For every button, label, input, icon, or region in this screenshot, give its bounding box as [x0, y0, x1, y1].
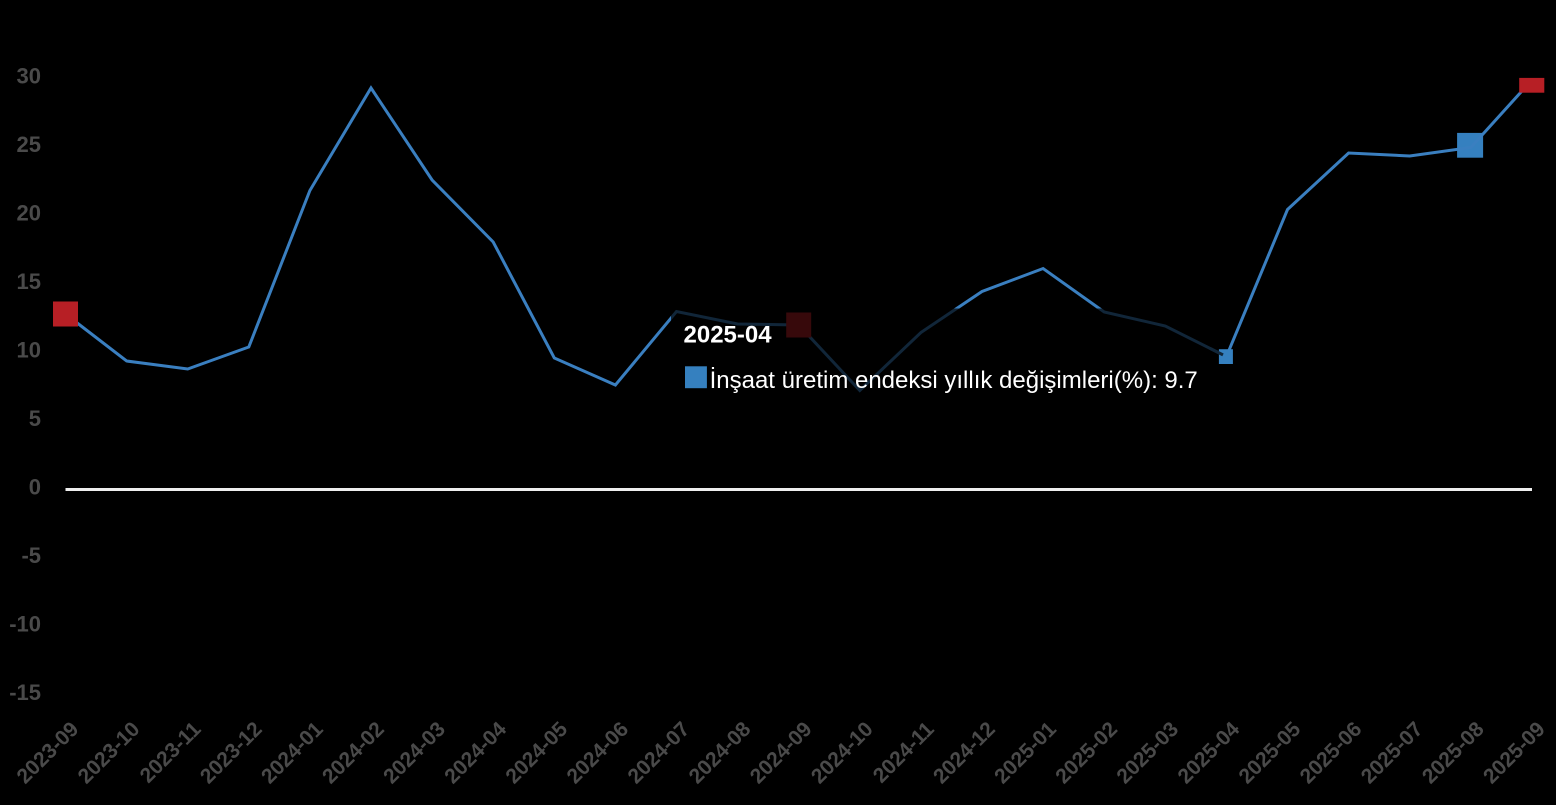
svg-text:-5: -5 [21, 543, 41, 568]
svg-text:20: 20 [17, 200, 41, 225]
svg-text:2025-04: 2025-04 [684, 321, 773, 348]
svg-text:30: 30 [17, 63, 41, 88]
svg-text:-15: -15 [9, 680, 41, 705]
svg-text:10: 10 [17, 337, 41, 362]
svg-text:İnşaat üretim endeksi yıllık d: İnşaat üretim endeksi yıllık değişimleri… [710, 367, 1198, 394]
svg-text:15: 15 [17, 269, 41, 294]
svg-text:0: 0 [29, 474, 41, 499]
svg-text:-10: -10 [9, 611, 41, 636]
svg-text:25: 25 [17, 132, 41, 157]
svg-text:5: 5 [29, 406, 41, 431]
